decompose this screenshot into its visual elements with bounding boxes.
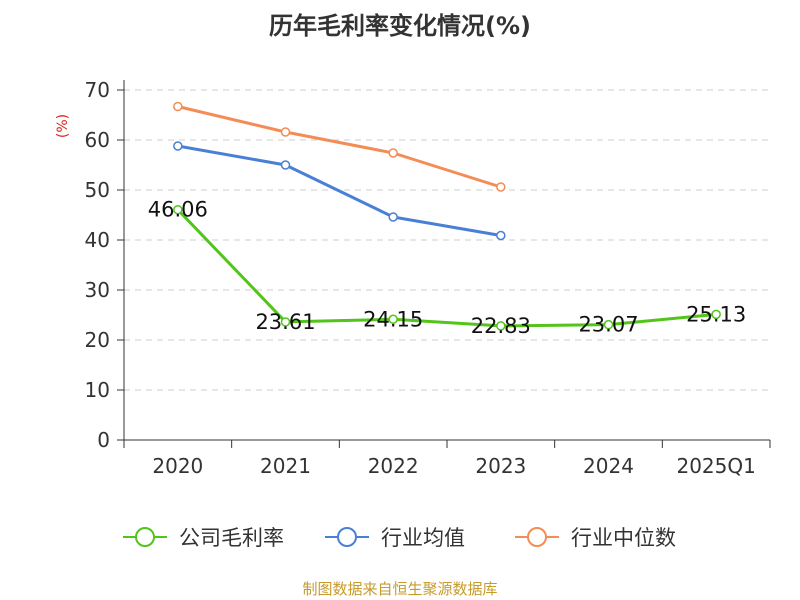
legend-label: 行业均值	[381, 526, 465, 550]
x-tick-label: 2021	[260, 454, 311, 478]
data-point	[603, 319, 614, 330]
series-0: 46.06 23.61 24.15 22.83 23.07 25.13	[148, 198, 746, 338]
axes: 0 10 20 30 40 50 60 70 2020 2021 2022 2023 2024 2025Q…	[85, 78, 771, 478]
grid-lines	[124, 89, 770, 391]
data-point	[280, 160, 291, 170]
data-point	[496, 230, 506, 241]
y-tick-label: 40	[85, 228, 110, 252]
y-tick-label: 50	[85, 178, 110, 202]
data-point	[388, 212, 398, 222]
data-label: 24.15	[363, 307, 423, 331]
x-tick-label: 2020	[152, 454, 203, 478]
y-axis-label: (%)	[55, 114, 71, 138]
x-tick-label: 2025Q1	[676, 454, 755, 478]
series-line	[176, 208, 718, 328]
y-tick-label: 30	[85, 278, 110, 302]
data-label: 23.07	[578, 313, 638, 337]
x-tick-label: 2022	[368, 454, 419, 478]
series-line	[176, 144, 503, 237]
y-tick-label: 10	[85, 378, 110, 402]
y-tick-label: 0	[97, 428, 110, 452]
x-tick-label: 2023	[475, 454, 526, 478]
legend-label: 行业中位数	[571, 526, 676, 550]
data-label: 23.61	[255, 310, 315, 334]
data-label: 46.06	[148, 198, 208, 222]
series-1	[173, 141, 506, 241]
x-tick-label: 2024	[583, 454, 634, 478]
legend-item-0[interactable]: 公司毛利率	[123, 526, 284, 550]
y-tick-label: 70	[85, 78, 110, 102]
y-tick-label: 20	[85, 328, 110, 352]
data-point	[173, 101, 183, 112]
data-point	[280, 317, 291, 327]
series-layer: 46.06 23.61 24.15 22.83 23.07 25.13	[148, 101, 746, 338]
legend[interactable]: 公司毛利率 行业均值 行业中位数	[123, 526, 676, 550]
data-label: 25.13	[686, 302, 746, 326]
legend-item-2[interactable]: 行业中位数	[515, 526, 676, 550]
data-point	[496, 321, 506, 331]
legend-swatch-marker	[527, 527, 547, 547]
legend-item-1[interactable]: 行业均值	[325, 526, 465, 550]
legend-label: 公司毛利率	[179, 526, 284, 550]
data-point	[388, 148, 398, 158]
data-label: 22.83	[471, 314, 531, 338]
data-point	[496, 182, 506, 192]
source-note: 制图数据来自恒生聚源数据库	[302, 580, 497, 598]
chart-title: 历年毛利率变化情况(%)	[269, 12, 531, 40]
data-point	[711, 309, 721, 320]
y-tick-label: 60	[85, 128, 110, 152]
data-point	[173, 204, 183, 215]
legend-swatch-marker	[135, 527, 155, 547]
data-point	[280, 127, 291, 137]
data-point	[388, 314, 398, 324]
series-line	[176, 105, 503, 189]
legend-swatch-marker	[337, 527, 357, 547]
data-point	[173, 141, 183, 151]
series-2	[173, 101, 506, 192]
